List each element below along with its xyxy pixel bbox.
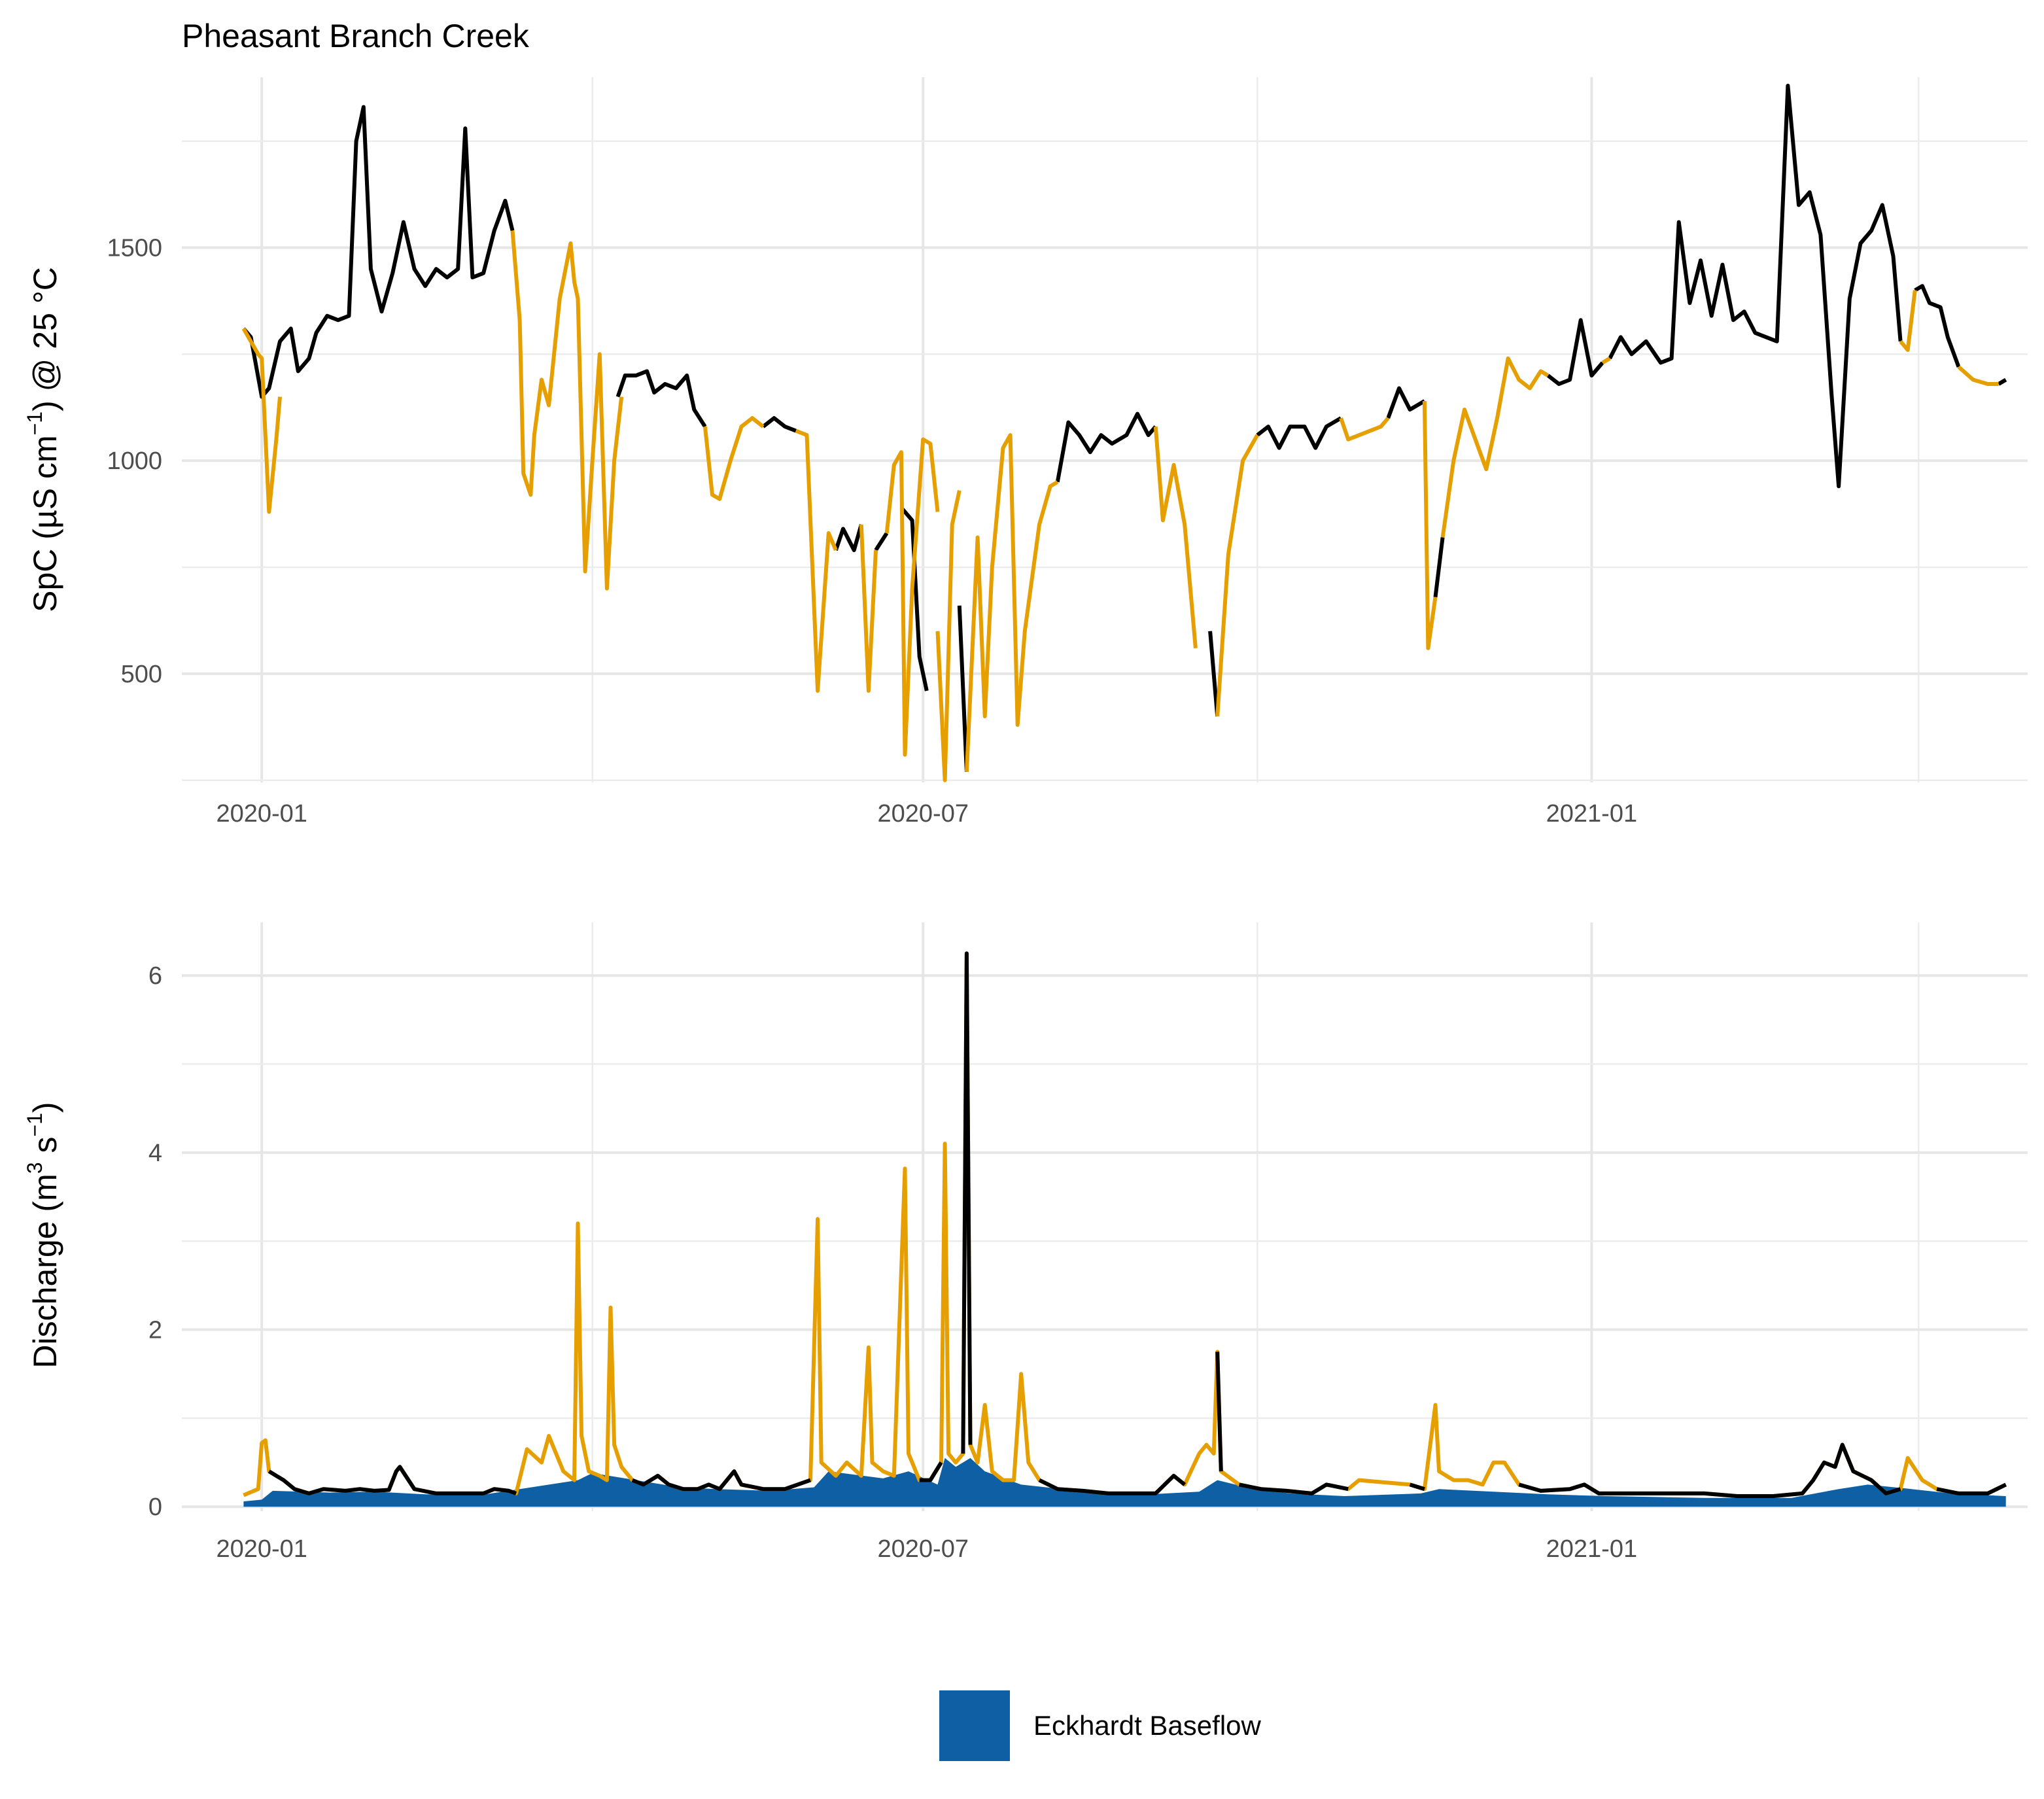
spc-storm-line: [1440, 356, 1550, 538]
x-tick-label: 2021-01: [1546, 1535, 1637, 1563]
spc-storm-line: [1422, 400, 1438, 650]
spc-storm-line: [1899, 290, 1917, 352]
baseflow-area: [243, 1458, 2006, 1507]
spc-series-line: [1386, 386, 1426, 419]
y-tick-label: 1500: [107, 235, 162, 262]
discharge-y-axis-label: Discharge (m3 s−1): [23, 1102, 63, 1368]
spc-series-line: [1055, 411, 1158, 483]
discharge-observed-line: [631, 1469, 811, 1492]
spc-panel: 500 1000 1500 2020-01 2020-07 2021-01 SpC (µ…: [23, 77, 2028, 828]
y-tick-label: 1000: [107, 447, 162, 475]
spc-series-line: [242, 105, 515, 399]
discharge-observed-line: [1409, 1482, 1425, 1492]
spc-storm-line: [1339, 417, 1390, 442]
discharge-observed-line: [961, 951, 973, 1454]
spc-lines: [241, 84, 2007, 782]
discharge-observed-line: [1215, 1352, 1223, 1472]
spc-storm-line: [884, 437, 940, 757]
x-tick-label: 2020-01: [216, 1535, 307, 1563]
spc-storm-line: [935, 490, 961, 782]
discharge-gridlines: [182, 922, 2028, 1511]
x-tick-label: 2020-07: [878, 800, 969, 828]
x-tick-label: 2020-07: [878, 1535, 969, 1563]
baseflow-area-shape: [243, 1458, 2006, 1507]
spc-series-line: [1208, 631, 1220, 717]
spc-gridlines: [182, 77, 2028, 782]
legend-label-baseflow: Eckhardt Baseflow: [1033, 1710, 1262, 1741]
spc-series-line: [1914, 284, 1961, 368]
spc-series-line: [874, 532, 889, 551]
discharge-observed-line: [1518, 1442, 1901, 1498]
spc-y-tick-labels: 500 1000 1500: [107, 235, 162, 688]
spc-y-axis-label: SpC (µS cm−1) @ 25 °C: [23, 267, 63, 612]
spc-storm-line: [859, 524, 878, 693]
x-tick-label: 2020-01: [216, 800, 307, 828]
spc-storm-line: [1957, 365, 1999, 386]
discharge-y-tick-labels: 0 2 4 6: [148, 962, 162, 1521]
discharge-line: [243, 951, 2007, 1498]
spc-series-line: [899, 506, 929, 691]
spc-series-line: [957, 605, 969, 772]
legend-swatch-baseflow: [939, 1690, 1010, 1761]
discharge-observed-line: [1038, 1473, 1187, 1495]
legend: Eckhardt Baseflow: [939, 1690, 1262, 1761]
y-tick-label: 4: [148, 1140, 162, 1167]
discharge-observed-line: [1238, 1482, 1349, 1495]
spc-storm-line: [1601, 357, 1611, 364]
spc-storm-line: [964, 433, 1059, 772]
spc-storm-line: [1215, 434, 1259, 717]
discharge-observed-line: [268, 1465, 517, 1495]
y-tick-label: 0: [148, 1493, 162, 1521]
discharge-observed-line: [1936, 1482, 2007, 1495]
spc-series-line: [1546, 318, 1604, 386]
spc-storm-line: [702, 416, 765, 501]
y-tick-label: 500: [121, 661, 162, 688]
x-tick-label: 2021-01: [1546, 800, 1637, 828]
discharge-lines: [243, 951, 2007, 1498]
spc-series-line: [1256, 416, 1342, 450]
spc-series-line: [1998, 377, 2007, 386]
spc-series-line: [1433, 537, 1445, 598]
spc-storm-line: [1153, 426, 1198, 649]
spc-storm-line: [510, 230, 624, 591]
discharge-x-tick-labels: 2020-01 2020-07 2021-01: [216, 1535, 1637, 1563]
spc-storm-line: [795, 428, 838, 693]
chart-title: Pheasant Branch Creek: [182, 18, 530, 54]
spc-series-line: [615, 369, 707, 428]
spc-series-line: [761, 416, 797, 433]
y-tick-label: 2: [148, 1317, 162, 1344]
spc-x-tick-labels: 2020-01 2020-07 2021-01: [216, 800, 1637, 828]
spc-series-line: [1608, 84, 1903, 489]
spc-storm-line: [241, 327, 282, 514]
discharge-observed-line: [919, 1461, 943, 1482]
spc-series-line: [834, 524, 863, 552]
y-tick-label: 6: [148, 962, 162, 990]
discharge-panel: 0 2 4 6 2020-01 2020-07 2021-01 Discharge (m3…: [23, 922, 2028, 1563]
